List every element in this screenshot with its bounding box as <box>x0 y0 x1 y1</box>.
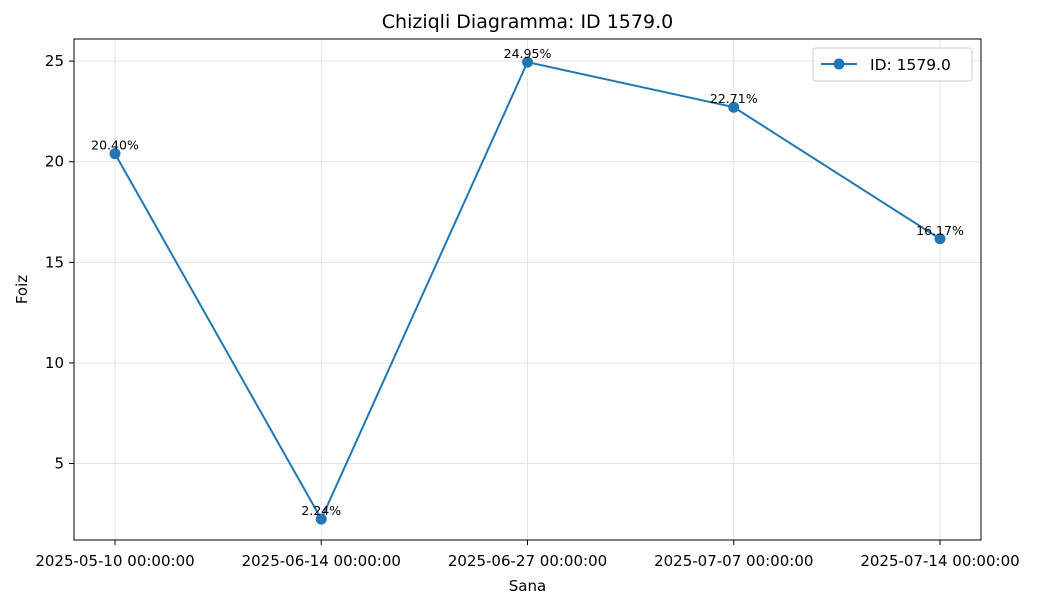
data-point <box>315 513 327 525</box>
y-tick-label: 20 <box>45 153 64 171</box>
data-point <box>109 148 121 160</box>
data-label: 24.95% <box>504 46 552 61</box>
y-axis-label: Foiz <box>13 275 31 304</box>
legend: ID: 1579.0 <box>812 47 973 82</box>
y-tick-label: 15 <box>45 253 64 271</box>
series-layer: 20.40% 2.24% 24.95% 22.71% 16.17% <box>91 46 964 525</box>
legend-point-marker <box>833 58 845 70</box>
data-point <box>522 56 533 68</box>
y-tick-label: 5 <box>54 455 64 473</box>
x-tick-label: 2025-07-07 00:00:00 <box>654 552 813 570</box>
legend-entry: ID: 1579.0 <box>870 56 951 74</box>
legend-box <box>812 47 973 82</box>
data-point <box>934 233 946 245</box>
y-tick-label: 10 <box>45 354 64 372</box>
x-tick-label: 2025-06-14 00:00:00 <box>242 552 401 570</box>
y-tick-label: 25 <box>45 52 64 70</box>
chart-title: Chiziqli Diagramma: ID 1579.0 <box>382 11 673 33</box>
x-tick-label: 2025-07-14 00:00:00 <box>860 552 1019 570</box>
x-tick-label: 2025-05-10 00:00:00 <box>35 552 194 570</box>
data-label: 16.17% <box>916 223 964 238</box>
data-label: 22.71% <box>710 91 758 106</box>
data-point <box>728 101 740 113</box>
x-axis-label: Sana <box>509 577 546 595</box>
data-label: 20.40% <box>91 138 139 153</box>
data-label: 2.24% <box>301 503 341 518</box>
x-tick-label: 2025-06-27 00:00:00 <box>448 552 607 570</box>
ticks: 5 10 15 20 25 2025-05-10 00:00:00 2025-06-14 0… <box>35 52 1019 570</box>
